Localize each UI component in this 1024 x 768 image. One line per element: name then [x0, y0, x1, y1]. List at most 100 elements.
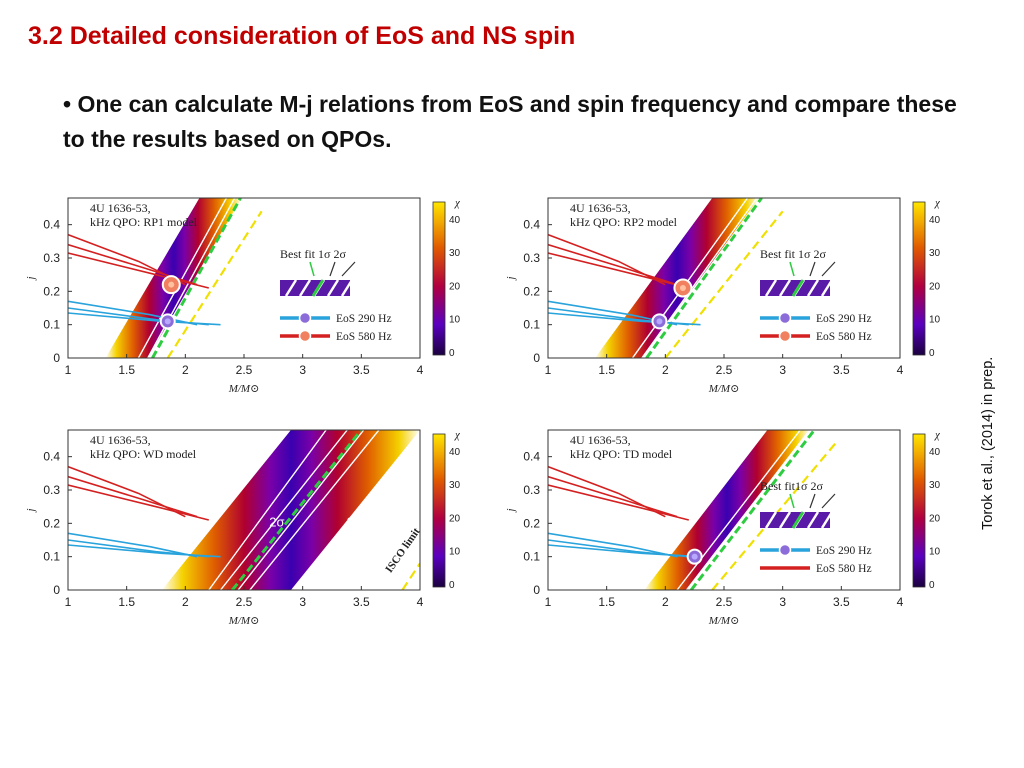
- plot-area: [548, 198, 784, 358]
- marker-core: [691, 553, 698, 560]
- x-tick-label: 3: [299, 595, 306, 609]
- y-tick-label: 0.4: [523, 450, 540, 464]
- x-axis-label: M/M⊙: [708, 615, 740, 627]
- chart-panel-td: 1 1.5 2 2.5 3 3.5 4 0 0.1 0.2 0.3 0.4 M/M⊙ j 4U 1636-5…: [500, 422, 940, 632]
- eos-580-curve: [548, 484, 689, 521]
- x-tick-label: 2.5: [716, 595, 733, 609]
- y-axis-label: j: [25, 276, 37, 281]
- best-fit-line: [645, 198, 763, 358]
- y-tick-label: 0.3: [43, 251, 60, 265]
- x-tick-label: 1: [65, 595, 72, 609]
- eos-580-curve: [68, 252, 209, 289]
- legend-eos-290-marker: [778, 543, 792, 557]
- legend-swatch-stripe: [778, 511, 792, 529]
- y-tick-label: 0.1: [43, 318, 60, 332]
- x-tick-label: 3: [779, 363, 786, 377]
- y-tick-label: 0.1: [43, 550, 60, 564]
- eos-580-curve: [548, 465, 666, 518]
- legend-eos-580-label: EoS 580 Hz: [816, 563, 872, 575]
- y-tick-label: 0.2: [523, 516, 540, 530]
- colorbar-tick-label: 300: [929, 248, 940, 259]
- legend-swatch-bestfit: [311, 279, 325, 297]
- sigma-contour-line: [249, 430, 380, 590]
- isco-limit-label: ISCO limit: [383, 526, 423, 575]
- legend-1sigma-arrow: [809, 261, 816, 277]
- eos-580-curve: [548, 475, 678, 518]
- legend-1sigma-arrow: [329, 261, 336, 277]
- x-tick-label: 3.5: [353, 595, 370, 609]
- plot-area: [68, 430, 420, 590]
- chart-panel-rp2: 1 1.5 2 2.5 3 3.5 4 0 0.1 0.2 0.3 0.4 M/M⊙ j 4U 1636-5…: [500, 190, 940, 400]
- isco-limit-line: [401, 562, 420, 590]
- model-label: kHz QPO: WD model: [90, 447, 197, 461]
- chi2-band: [161, 430, 420, 590]
- marker-core: [656, 318, 663, 325]
- colorbar-label: χ²: [934, 197, 940, 209]
- legend-swatch-stripe: [806, 279, 820, 297]
- colorbar: [432, 433, 446, 588]
- y-axis-label: j: [25, 508, 37, 513]
- y-tick-label: 0.4: [523, 218, 540, 232]
- marker-core: [679, 285, 686, 291]
- colorbar-tick-label: 300: [449, 480, 460, 491]
- sigma-contour-line: [162, 198, 252, 358]
- x-tick-label: 3: [299, 363, 306, 377]
- legend-band-swatch: [280, 280, 350, 296]
- colorbar-label: χ²: [934, 429, 940, 441]
- legend-swatch-bestfit: [791, 511, 805, 529]
- legend-eos-580-marker: [298, 329, 312, 343]
- legend-best-fit-label: Best fit 1σ 2σ: [280, 247, 346, 261]
- x-tick-label: 2.5: [236, 595, 253, 609]
- x-tick-label: 3.5: [833, 595, 850, 609]
- chart-rp2: 1 1.5 2 2.5 3 3.5 4 0 0.1 0.2 0.3 0.4 M/M⊙ j 4U 1636-5…: [505, 197, 940, 395]
- y-tick-label: 0.4: [43, 218, 60, 232]
- x-axis-label: M/M⊙: [228, 383, 260, 395]
- legend-best-fit-arrow: [309, 261, 315, 277]
- legend-band-swatch: [760, 512, 830, 528]
- plot-area: [548, 430, 837, 590]
- colorbar-tick-label: 100: [449, 315, 460, 326]
- x-tick-label: 1.5: [598, 363, 615, 377]
- citation: Torok et al., (2014) in prep.: [980, 356, 996, 530]
- sigma-contour-line: [695, 430, 820, 590]
- colorbar: [912, 201, 926, 356]
- x-tick-label: 2: [182, 595, 189, 609]
- colorbar-tick-label: 200: [449, 513, 460, 524]
- y-tick-label: 0.4: [43, 450, 60, 464]
- y-tick-label: 0: [53, 351, 60, 365]
- x-tick-label: 3: [779, 595, 786, 609]
- x-tick-label: 3.5: [833, 363, 850, 377]
- y-tick-label: 0.3: [523, 483, 540, 497]
- model-label: kHz QPO: TD model: [570, 447, 673, 461]
- plot-area: [68, 198, 263, 358]
- legend-band-swatch: [760, 280, 830, 296]
- legend-eos-580-marker: [778, 329, 792, 343]
- legend-swatch-stripe: [326, 279, 340, 297]
- source-label: 4U 1636-53,: [570, 201, 631, 215]
- isco-limit-line: [166, 210, 263, 358]
- eos-580-curve: [548, 252, 689, 289]
- legend-best-fit-label: Best fit1σ 2σ: [760, 479, 823, 493]
- colorbar: [432, 201, 446, 356]
- best-fit-line: [151, 198, 242, 358]
- legend-eos-580-label: EoS 580 Hz: [816, 331, 872, 343]
- y-tick-label: 0: [533, 583, 540, 597]
- x-tick-label: 2.5: [716, 363, 733, 377]
- x-tick-label: 4: [417, 595, 424, 609]
- sigma-contour-line: [219, 430, 348, 590]
- slide-title: 3.2 Detailed consideration of EoS and NS…: [28, 22, 576, 50]
- x-tick-label: 2.5: [236, 363, 253, 377]
- legend-eos-290-marker: [298, 311, 312, 325]
- legend-best-fit-label: Best fit 1σ 2σ: [760, 247, 826, 261]
- legend-swatch-bestfit: [791, 279, 805, 297]
- x-tick-label: 1: [65, 363, 72, 377]
- x-tick-label: 2: [662, 595, 669, 609]
- colorbar-tick-label: 0: [449, 580, 455, 591]
- legend-swatch-stripe: [778, 279, 792, 297]
- y-tick-label: 0.1: [523, 550, 540, 564]
- legend-swatch-stripe: [764, 279, 778, 297]
- chart-rp1: 1 1.5 2 2.5 3 3.5 4 0 0.1 0.2 0.3 0.4 M/M⊙ j 4U 1636-5…: [25, 197, 460, 395]
- chi2-band: [644, 430, 810, 590]
- legend-swatch-stripe: [298, 279, 312, 297]
- legend-eos-290-marker: [778, 311, 792, 325]
